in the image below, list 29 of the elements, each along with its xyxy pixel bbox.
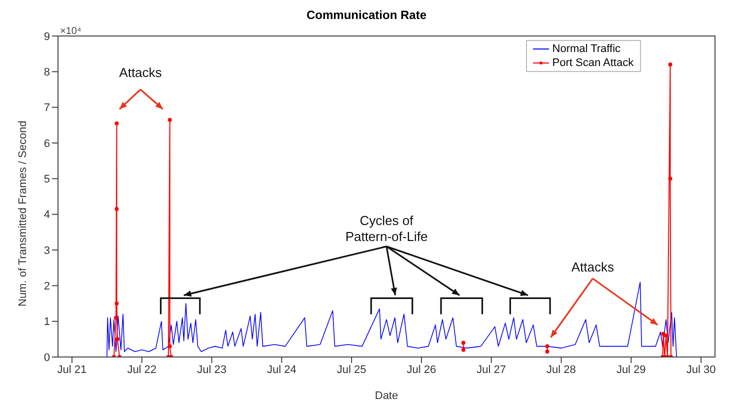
y-tick-label: 7 <box>44 102 50 114</box>
y-tick-label: 5 <box>44 174 50 186</box>
x-tick-label: Jul 24 <box>266 364 296 376</box>
annotation: ×10⁴ <box>60 26 82 37</box>
x-tick-label: Jul 22 <box>127 364 157 376</box>
y-tick-label: 9 <box>44 30 50 43</box>
y-tick-label: 3 <box>44 244 50 257</box>
x-tick-label: Jul 21 <box>57 364 87 376</box>
y-tick-label: 0 <box>44 352 50 364</box>
legend-label: Normal Traffic <box>552 42 621 56</box>
annotation: Attacks <box>119 65 162 80</box>
x-tick-label: Jul 30 <box>686 364 716 376</box>
x-tick-label: Jul 26 <box>406 364 436 376</box>
y-tick-label: 8 <box>44 66 50 79</box>
y-tick-label: 4 <box>44 209 50 222</box>
y-tick-label: 2 <box>44 280 50 293</box>
annotation: Attacks <box>571 259 614 274</box>
x-tick-label: Jul 27 <box>476 364 506 376</box>
legend-label: Port Scan Attack <box>552 56 634 70</box>
x-tick-label: Jul 23 <box>197 364 226 376</box>
y-axis-title: Num. of Transmitted Frames / Second <box>16 120 29 306</box>
chart-title: Communication Rate <box>305 8 428 24</box>
x-tick-label: Jul 28 <box>546 364 576 376</box>
x-tick-label: Jul 25 <box>336 364 366 376</box>
y-tick-label: 6 <box>44 138 50 150</box>
annotation: Cycles of Pattern-of-Life <box>345 213 428 244</box>
x-tick-label: Jul 29 <box>616 364 646 376</box>
y-tick-label: 1 <box>44 316 50 328</box>
x-axis-title: Date <box>374 390 398 402</box>
